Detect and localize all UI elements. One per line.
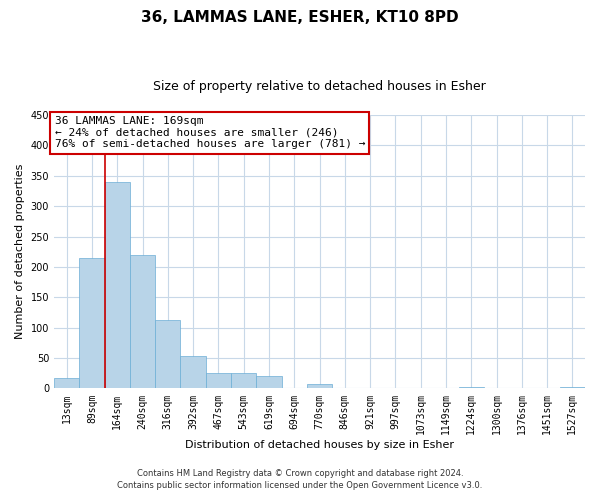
Bar	[54, 378, 79, 388]
X-axis label: Distribution of detached houses by size in Esher: Distribution of detached houses by size …	[185, 440, 454, 450]
Bar	[104, 182, 130, 388]
Bar	[307, 384, 332, 388]
Title: Size of property relative to detached houses in Esher: Size of property relative to detached ho…	[153, 80, 486, 93]
Text: Contains HM Land Registry data © Crown copyright and database right 2024.
Contai: Contains HM Land Registry data © Crown c…	[118, 468, 482, 490]
Bar	[206, 372, 231, 388]
Bar	[458, 387, 484, 388]
Text: 36, LAMMAS LANE, ESHER, KT10 8PD: 36, LAMMAS LANE, ESHER, KT10 8PD	[141, 10, 459, 25]
Bar	[155, 320, 181, 388]
Bar	[560, 387, 585, 388]
Bar	[79, 258, 104, 388]
Text: 36 LAMMAS LANE: 169sqm
← 24% of detached houses are smaller (246)
76% of semi-de: 36 LAMMAS LANE: 169sqm ← 24% of detached…	[55, 116, 365, 150]
Bar	[181, 356, 206, 388]
Bar	[231, 374, 256, 388]
Y-axis label: Number of detached properties: Number of detached properties	[15, 164, 25, 340]
Bar	[256, 376, 281, 388]
Bar	[130, 255, 155, 388]
